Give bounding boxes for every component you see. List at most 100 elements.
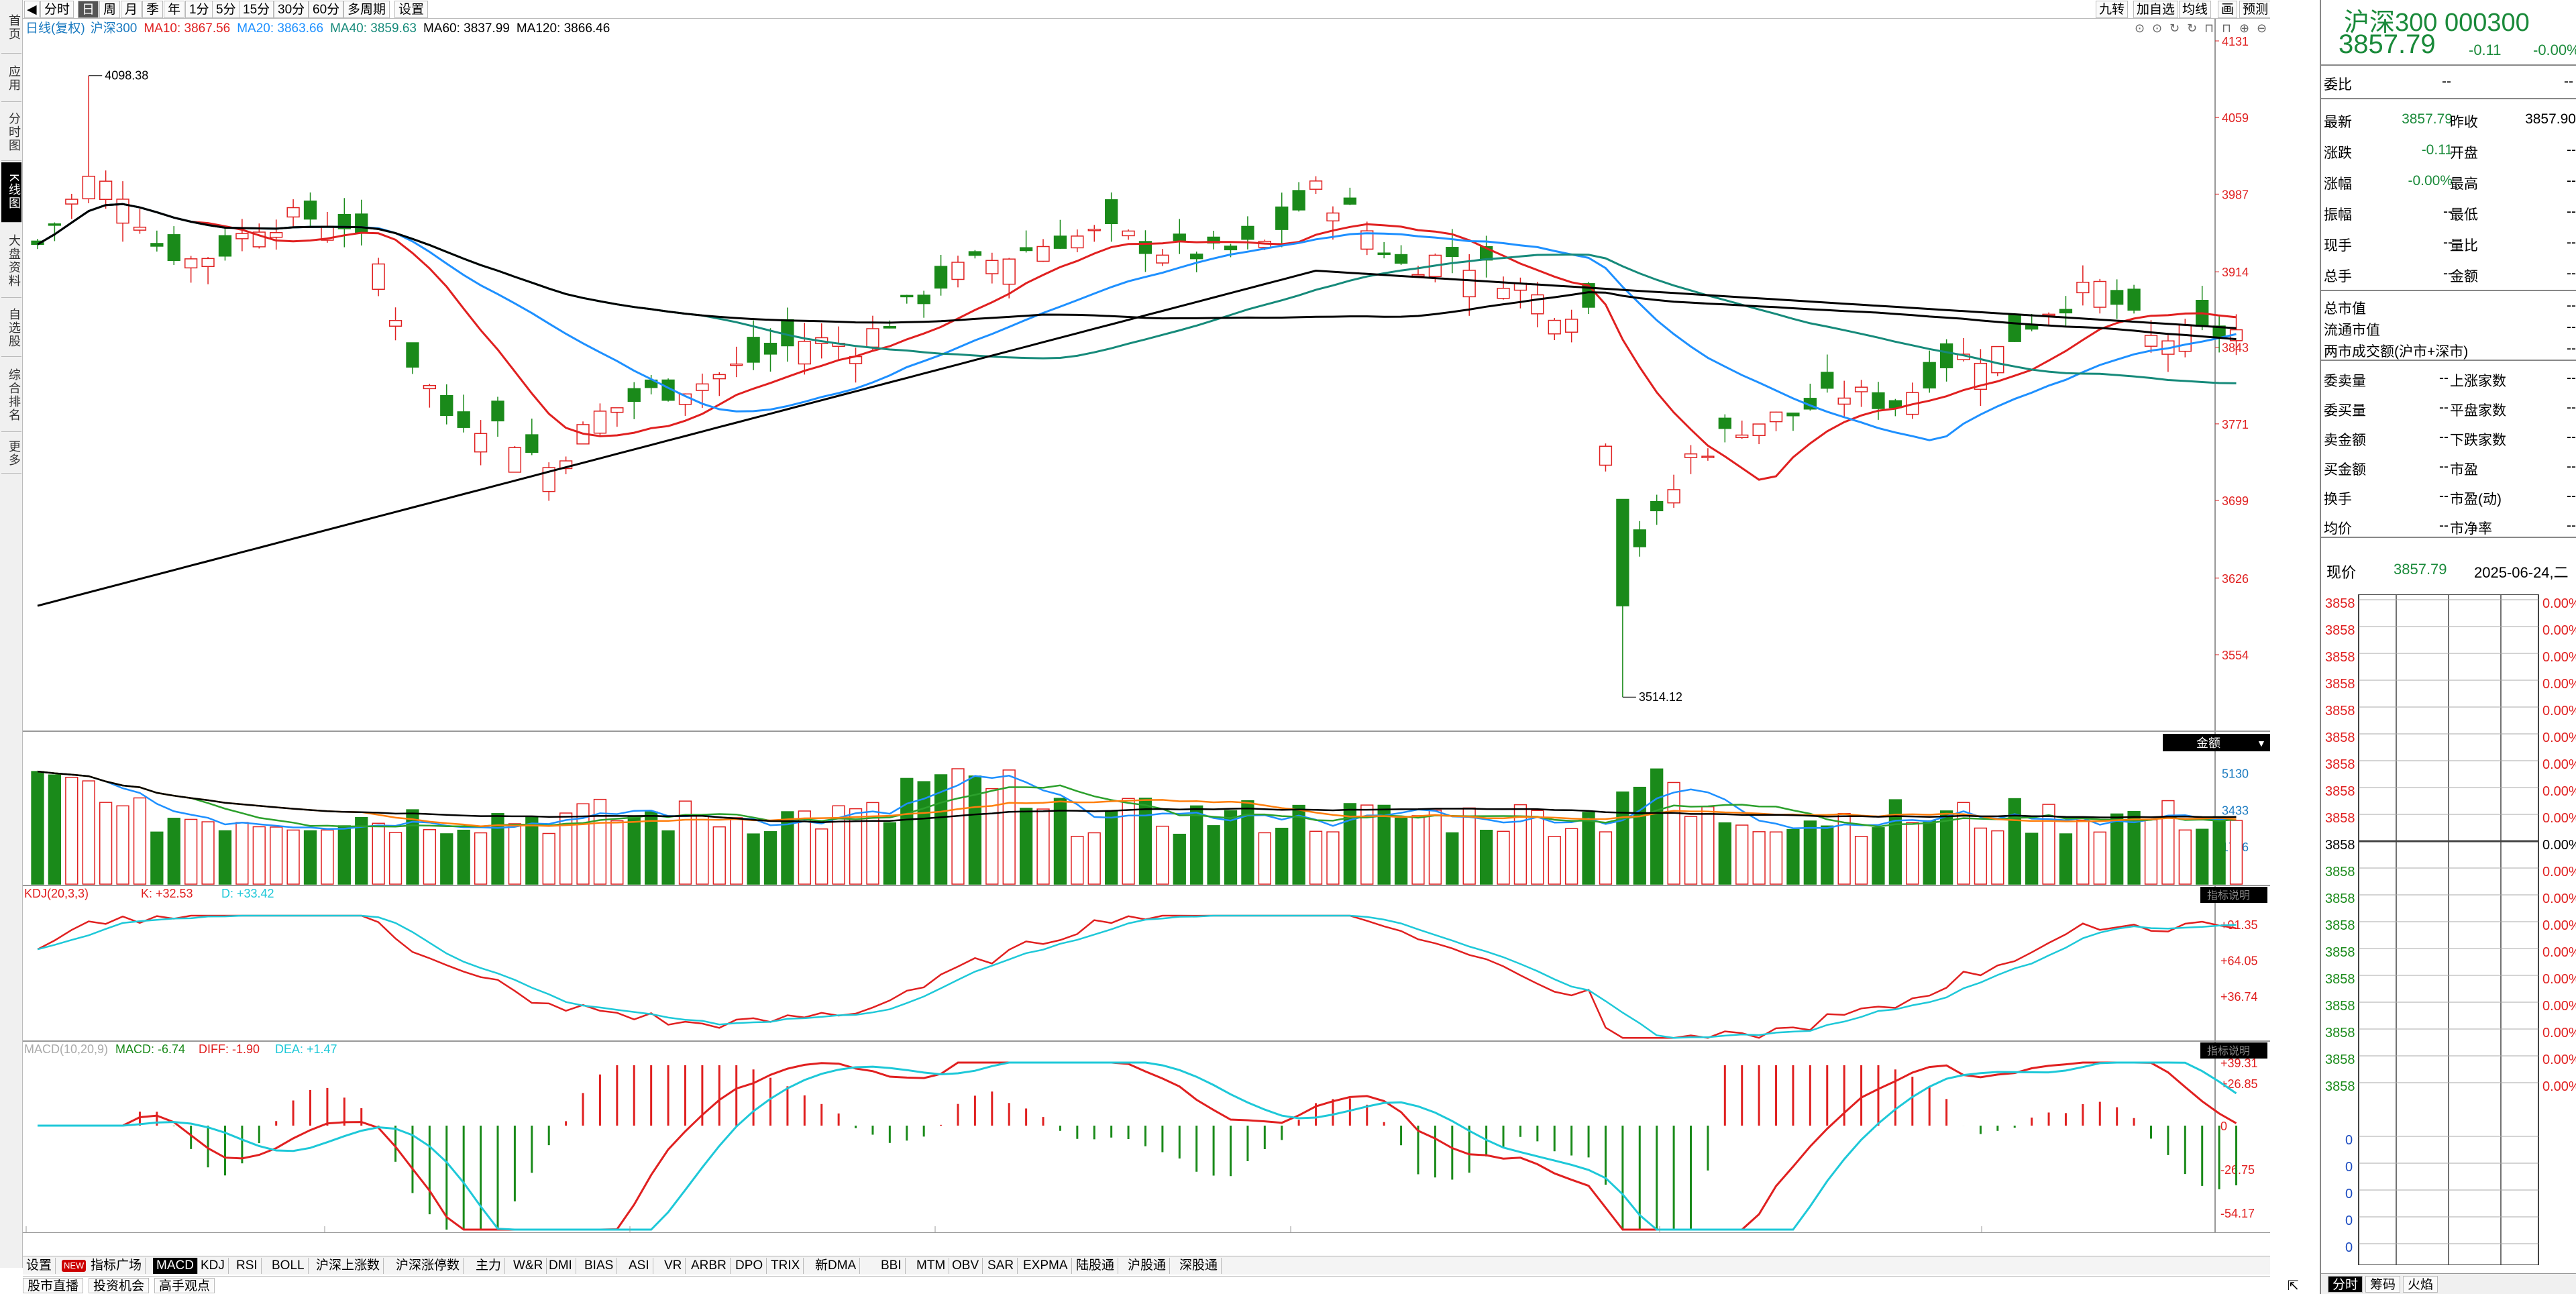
- indicator-tab[interactable]: W&R: [510, 1258, 547, 1274]
- quote-value: --: [2443, 235, 2453, 250]
- indicator-tab[interactable]: 指标广场: [87, 1258, 146, 1274]
- indicator-tab[interactable]: DPO: [732, 1258, 767, 1274]
- chart-tool-icon[interactable]: ⊓: [2204, 21, 2214, 35]
- toolbar-right-button[interactable]: 画: [2218, 1, 2238, 18]
- indicator-tab[interactable]: RSI: [233, 1258, 262, 1274]
- left-nav-item[interactable]: K线图: [1, 162, 21, 223]
- left-nav-item[interactable]: 自选股: [1, 299, 21, 357]
- left-nav-item[interactable]: 综合排名: [1, 358, 21, 432]
- indicator-tab[interactable]: EXPMA: [1020, 1258, 1072, 1274]
- indicator-tab[interactable]: 沪深上涨数: [313, 1258, 384, 1274]
- left-nav-item[interactable]: 应用: [1, 55, 21, 102]
- quote-bottom-tab[interactable]: 筹码: [2365, 1276, 2401, 1293]
- quote-change-pct: -0.00%: [2533, 42, 2576, 58]
- info-tab[interactable]: 股市直播: [23, 1278, 84, 1293]
- info-tab[interactable]: 高手观点: [154, 1278, 215, 1293]
- indicator-tab[interactable]: MACD: [153, 1258, 198, 1274]
- indicator-tab[interactable]: DMI: [545, 1258, 576, 1274]
- indicator-tab[interactable]: 深股通: [1176, 1258, 1222, 1274]
- indicator-tab[interactable]: 设置: [23, 1258, 56, 1274]
- quote-row: 委卖量 -- 上涨家数 --: [2321, 365, 2576, 394]
- indicator-tab[interactable]: SAR: [984, 1258, 1018, 1274]
- period-tab[interactable]: 30分: [274, 1, 309, 18]
- period-tab[interactable]: 多周期: [343, 1, 390, 18]
- ladder-price: 3858: [2325, 757, 2355, 772]
- volume-axis-label: 3433: [2222, 804, 2249, 817]
- chart-tool-icon[interactable]: ⊙: [2135, 21, 2145, 35]
- kline-chart[interactable]: 日线(复权) 沪深300 MA10: 3867.56 MA20: 3863.66 MA4…: [23, 19, 2270, 1251]
- indicator-tab[interactable]: ASI: [625, 1258, 653, 1274]
- quote-bottom-tab[interactable]: 火焰: [2403, 1276, 2438, 1293]
- indicator-tab[interactable]: BOLL: [268, 1258, 309, 1274]
- period-tab[interactable]: 年: [164, 1, 185, 18]
- chart-tool-icon[interactable]: ⊙: [2152, 21, 2162, 35]
- indicator-tab[interactable]: 新DMA: [812, 1258, 861, 1274]
- indicator-tab[interactable]: ARBR: [688, 1258, 731, 1274]
- chart-tool-icon[interactable]: ⊓: [2222, 21, 2231, 35]
- left-nav-item[interactable]: 首页: [1, 1, 21, 54]
- candle-body: [1360, 230, 1374, 250]
- indicator-tab[interactable]: KDJ: [197, 1258, 229, 1274]
- volume-dropdown[interactable]: [2163, 734, 2270, 751]
- candle-body: [1241, 225, 1254, 240]
- candle-body: [2025, 325, 2039, 330]
- indicator-tab[interactable]: MTM: [913, 1258, 950, 1274]
- ladder-pct: 0.00%: [2542, 1053, 2576, 1067]
- info-tab[interactable]: 投资机会: [89, 1278, 150, 1293]
- period-tab[interactable]: 季: [142, 1, 164, 18]
- period-tab[interactable]: 设置: [394, 1, 429, 18]
- candle-body: [2178, 324, 2192, 352]
- period-tab[interactable]: 5分: [212, 1, 240, 18]
- toolbar-right-button[interactable]: 预测: [2239, 1, 2272, 18]
- macd-axis-label: +39.31: [2220, 1057, 2258, 1070]
- quote-bottom-tab[interactable]: 分时: [2328, 1276, 2363, 1293]
- period-tab[interactable]: 1分: [185, 1, 213, 18]
- indicator-tab[interactable]: BIAS: [581, 1258, 618, 1274]
- toolbar-right-button[interactable]: 九转: [2096, 1, 2129, 18]
- indicator-tab[interactable]: BBI: [877, 1258, 906, 1274]
- candle-body: [1821, 372, 1834, 389]
- quote-label: 最高: [2450, 176, 2478, 192]
- indicator-tab[interactable]: 主力: [472, 1258, 506, 1274]
- legend-prefix: 日线(复权): [25, 21, 85, 36]
- toolbar-right-button[interactable]: 加自选: [2133, 1, 2179, 18]
- expand-arrow-icon[interactable]: ⇱: [2288, 1279, 2299, 1293]
- left-nav-item[interactable]: 分时图: [1, 103, 21, 161]
- quote-value: -0.11: [2421, 142, 2453, 158]
- candle-body: [1394, 254, 1408, 264]
- chart-tool-icon[interactable]: ↻: [2187, 21, 2197, 35]
- ladder-zero: 0: [2345, 1214, 2353, 1228]
- indicator-tab[interactable]: 陆股通: [1073, 1258, 1119, 1274]
- period-tab[interactable]: 月: [121, 1, 142, 18]
- chart-tool-icon[interactable]: ↻: [2169, 21, 2180, 35]
- indicator-tab[interactable]: TRIX: [767, 1258, 804, 1274]
- kdj-axis-label: +91.35: [2220, 918, 2258, 932]
- chart-tool-icon[interactable]: ⊕: [2239, 21, 2249, 35]
- indicator-tab[interactable]: 沪股通: [1124, 1258, 1171, 1274]
- quote-value: --: [2567, 341, 2576, 356]
- left-nav-item[interactable]: 大盘资料: [1, 224, 21, 298]
- left-nav-item[interactable]: 更多: [1, 433, 21, 474]
- candle-body: [1190, 254, 1203, 260]
- toolbar-right-button[interactable]: 均线: [2179, 1, 2212, 18]
- prev-arrow-icon[interactable]: ◀: [24, 1, 40, 18]
- quote-row: 卖金额 -- 下跌家数 --: [2321, 424, 2576, 453]
- chart-tool-icon[interactable]: ⊖: [2257, 21, 2267, 35]
- period-tab[interactable]: 分时: [40, 1, 74, 18]
- quote-label: 最新: [2324, 115, 2352, 130]
- candles[interactable]: [31, 75, 2243, 698]
- candle-body: [1769, 411, 1783, 423]
- indicator-tab[interactable]: OBV: [949, 1258, 983, 1274]
- quote-row: 委买量 -- 平盘家数 --: [2321, 394, 2576, 424]
- quote-label: 委买量: [2324, 403, 2366, 419]
- period-tab[interactable]: 15分: [239, 1, 274, 18]
- macd-help-badge[interactable]: [2200, 1042, 2267, 1059]
- indicator-tab[interactable]: 沪深涨停数: [392, 1258, 464, 1274]
- quote-label: 市盈(动): [2450, 492, 2502, 507]
- period-tab[interactable]: 60分: [309, 1, 344, 18]
- indicator-tab[interactable]: VR: [661, 1258, 686, 1274]
- period-tab[interactable]: 日: [78, 1, 99, 18]
- candle-body: [1701, 455, 1715, 458]
- kdj-help-badge[interactable]: [2200, 887, 2267, 903]
- period-tab[interactable]: 周: [99, 1, 121, 18]
